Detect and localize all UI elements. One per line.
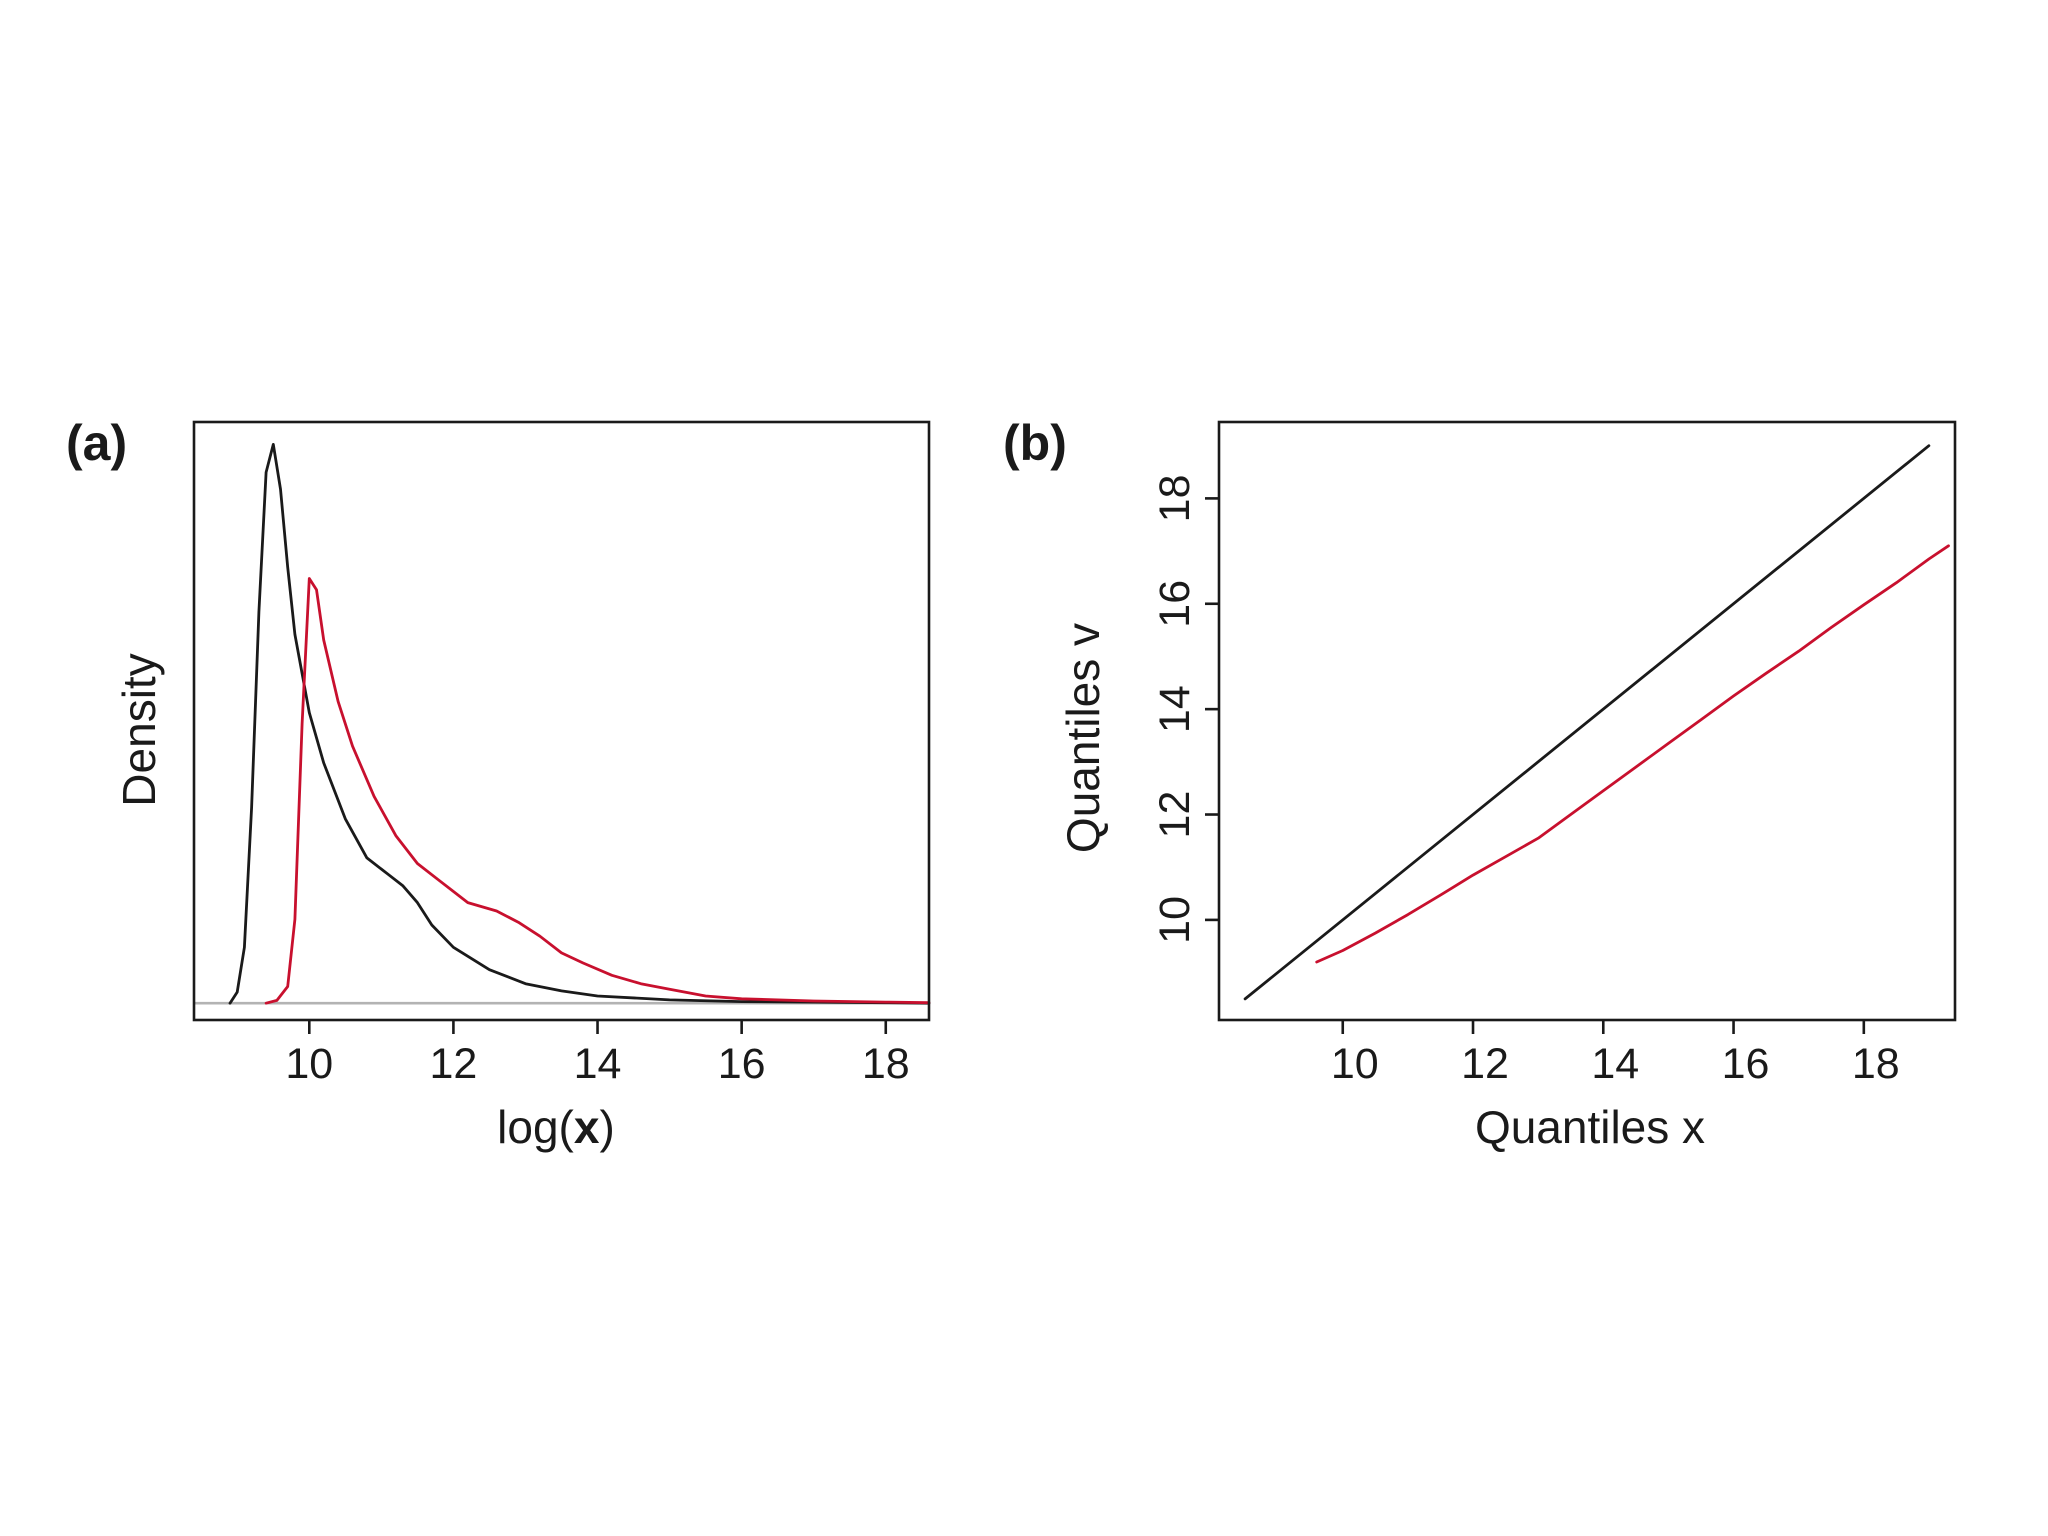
panel-b-quantile-curve-red [1315, 544, 1950, 964]
panel-b-y-tick-label: 16 [1151, 580, 1199, 628]
panel-a-ylabel: Density [113, 653, 165, 806]
panel-b-y-axis: 10 12 14 16 18 [1151, 474, 1219, 944]
panel-b-plot-frame [1217, 420, 1957, 1022]
panel-label-b: (b) [1003, 415, 1067, 471]
panel-a-x-tick-label: 14 [574, 1040, 622, 1088]
panel-b-x-tick-label: 12 [1461, 1040, 1509, 1088]
panel-a-x-tick-label: 18 [862, 1040, 910, 1088]
panel-a-x-tick-label: 16 [718, 1040, 766, 1088]
panel-a-x-tick-label: 10 [285, 1040, 333, 1088]
panel-b-ylabel: Quantiles v [1057, 623, 1109, 853]
panel-a-series-group [194, 443, 931, 1005]
panel-b-y-tick-label: 10 [1151, 896, 1199, 944]
panel-b-qq: (b) 10 12 14 16 18 10 12 14 16 18 Quantiles v Qu… [1003, 415, 1957, 1153]
panel-a-x-tick-label: 12 [429, 1040, 477, 1088]
panel-a-xlabel-variable: x [574, 1101, 600, 1153]
panel-b-x-tick-label: 14 [1591, 1040, 1639, 1088]
panel-label-a: (a) [66, 415, 127, 471]
panel-a-x-axis: 10 12 14 16 18 [285, 1020, 910, 1088]
panel-a-xlabel-prefix: log( [497, 1101, 574, 1153]
panel-a-series-line-red [264, 577, 931, 1005]
panel-b-y-tick-label: 12 [1151, 791, 1199, 839]
panel-a-series-line-black [228, 443, 931, 1005]
panel-b-y-tick-label: 14 [1151, 685, 1199, 733]
panel-b-x-tick-label: 18 [1852, 1040, 1900, 1088]
panel-b-xlabel: Quantiles x [1475, 1101, 1705, 1153]
panel-b-x-axis: 10 12 14 16 18 [1331, 1020, 1900, 1088]
panel-b-y-tick-label: 18 [1151, 474, 1199, 522]
panel-b-series-group [1243, 444, 1950, 1001]
panel-a-plot-frame [192, 420, 931, 1022]
panel-a-xlabel: log(x) [497, 1101, 615, 1153]
panel-a-xlabel-suffix: ) [599, 1101, 614, 1153]
panel-b-x-tick-label: 16 [1722, 1040, 1770, 1088]
panel-b-x-tick-label: 10 [1331, 1040, 1379, 1088]
panel-b-identity-line [1243, 444, 1931, 1001]
panel-a-density: (a) 10 12 14 16 18 Density log(x) [66, 415, 931, 1153]
